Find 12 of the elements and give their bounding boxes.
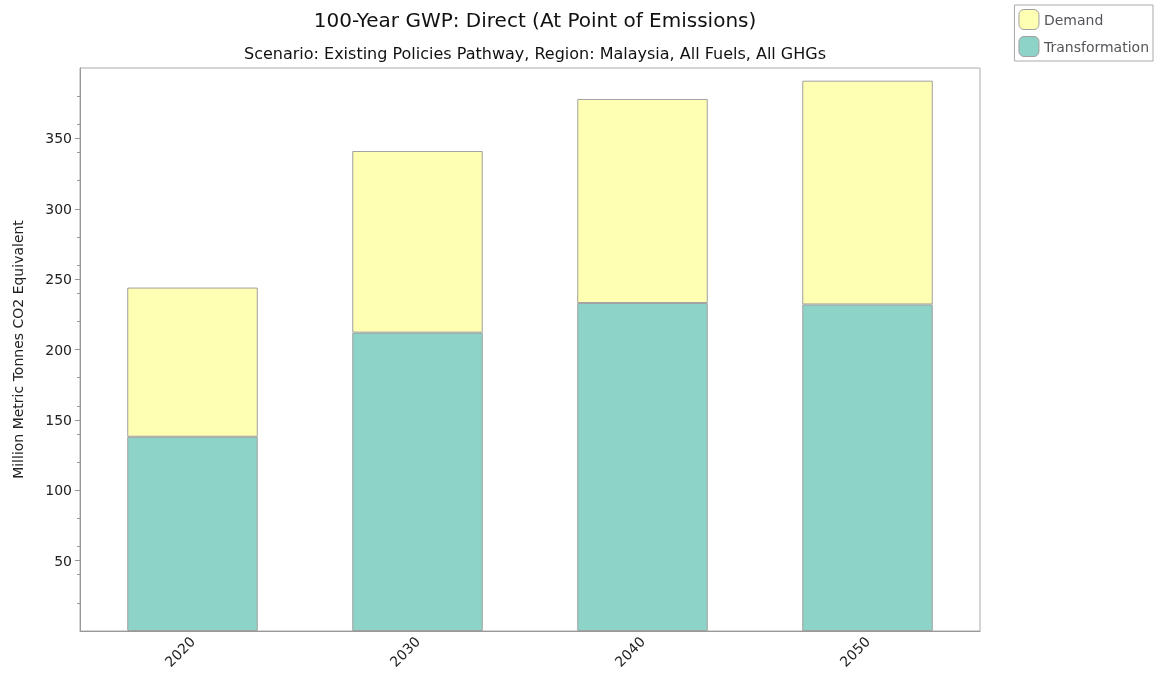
legend-label: Transformation xyxy=(1042,38,1150,55)
chart-subtitle: Scenario: Existing Policies Pathway, Region: Malaysia, All Fuels, All GHGs xyxy=(243,43,827,63)
y-tick-label: 350 xyxy=(45,130,72,147)
y-axis-title: Million Metric Tonnes CO2 Equivalent xyxy=(10,219,26,479)
y-tick-label: 150 xyxy=(45,411,72,428)
y-tick-label: 100 xyxy=(45,482,72,499)
y-tick-label: 200 xyxy=(45,341,72,358)
chart-title: 100-Year GWP: Direct (At Point of Emissions) xyxy=(313,8,757,32)
y-tick-label: 300 xyxy=(45,200,72,217)
y-tick-label: 50 xyxy=(54,552,72,569)
y-tick-label: 250 xyxy=(45,271,72,288)
legend-label: Demand xyxy=(1043,11,1104,28)
